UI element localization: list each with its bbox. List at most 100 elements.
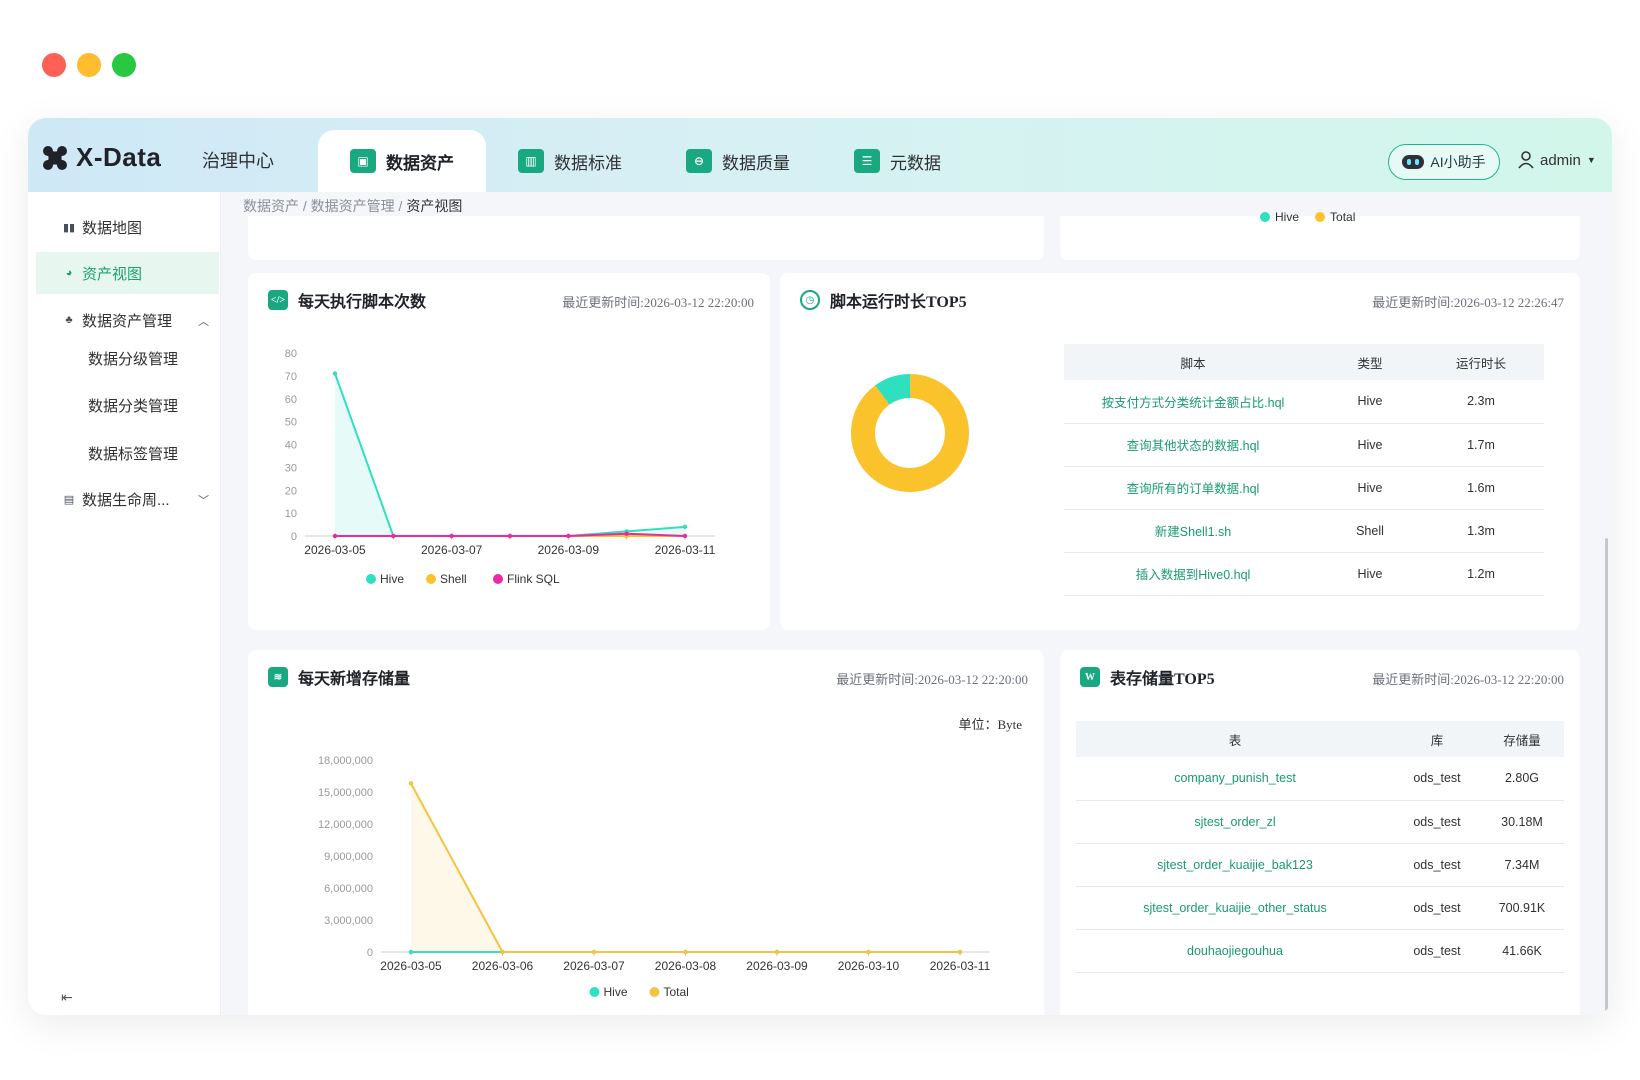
table-row: sjtest_order_kuaijie_other_status ods_tes… — [1076, 886, 1564, 930]
sidebar-item-tags[interactable]: 数据标签管理 — [88, 446, 179, 463]
legend-marker — [426, 574, 436, 584]
sidebar-item-classification[interactable]: 数据分类管理 — [88, 398, 179, 415]
card-title: ◷ 脚本运行时长TOP5 — [800, 288, 967, 312]
table-cell: ods_test — [1394, 929, 1480, 973]
table-row: douhaojiegouhua ods_test 41.66K — [1076, 929, 1564, 973]
storage-daily-chart: 0 3,000,000 6,000,000 9,000,000 12,000,000 15… — [318, 755, 991, 999]
breadcrumb-item[interactable]: 数据资产管理 — [310, 198, 395, 214]
logo[interactable]: X-Data — [40, 142, 161, 173]
card-title: W 表存储量TOP5 — [1080, 665, 1215, 689]
data-point — [500, 949, 505, 955]
table-link[interactable]: sjtest_order_zl — [1076, 800, 1394, 844]
card-update-time: 最近更新时间:2026-03-12 22:20:00 — [562, 295, 754, 310]
chevron-down-icon: ﹀ — [198, 495, 209, 507]
table-cell: 1.7m — [1418, 423, 1544, 467]
data-point — [408, 781, 414, 786]
data-point — [682, 524, 688, 530]
user-icon — [1518, 151, 1534, 169]
sidebar-item-label: 数据资产管理 — [82, 312, 173, 330]
script-link[interactable]: 按支付方式分类统计金额占比.hql — [1064, 380, 1322, 424]
governance-center-link[interactable]: 治理中心 — [202, 151, 274, 171]
code-file-icon: </> — [268, 290, 288, 310]
sidebar-item-asset-view[interactable]: ◕ 资产视图 — [36, 252, 219, 294]
collapse-sidebar-icon[interactable]: ⇤ — [61, 989, 73, 1005]
data-point — [683, 949, 688, 955]
y-tick-label: 70 — [285, 371, 297, 383]
breadcrumb-separator: / — [299, 198, 311, 214]
table-link[interactable]: douhaojiegouhua — [1076, 929, 1394, 973]
legend-item-total[interactable]: Total — [1315, 210, 1355, 224]
y-tick-label: 80 — [285, 348, 297, 360]
breadcrumb-current: 资产视图 — [406, 198, 463, 214]
tab-metadata[interactable]: ☰ 元数据 — [822, 130, 973, 192]
y-tick-label: 0 — [291, 531, 297, 543]
y-tick-label: 40 — [285, 440, 297, 452]
table-row: 查询所有的订单数据.hql Hive 1.6m — [1064, 466, 1544, 510]
y-tick-label: 15,000,000 — [318, 787, 373, 799]
sidebar-item-lifecycle[interactable]: ▤ 数据生命周... ﹀ — [36, 478, 219, 520]
maximize-window-button[interactable] — [112, 53, 136, 77]
sidebar-item-grading[interactable]: 数据分级管理 — [88, 351, 179, 368]
column-header[interactable]: 存储量 — [1480, 721, 1564, 757]
column-header[interactable]: 表 — [1076, 721, 1394, 757]
column-header[interactable]: 类型 — [1322, 344, 1418, 380]
script-runtime-top5-card: ◷ 脚本运行时长TOP5 最近更新时间:2026-03-12 22:26:47 … — [780, 273, 1580, 630]
database-icon: ≋ — [268, 667, 288, 687]
card-title: </> 每天执行脚本次数 — [268, 288, 426, 312]
close-window-button[interactable] — [42, 53, 66, 77]
table-link[interactable]: company_punish_test — [1076, 757, 1394, 801]
column-header[interactable]: 脚本 — [1064, 344, 1322, 380]
table-cell: ods_test — [1394, 800, 1480, 844]
data-point — [774, 949, 780, 955]
legend-marker — [589, 987, 600, 997]
y-tick-label: 50 — [285, 417, 297, 429]
script-link[interactable]: 查询所有的订单数据.hql — [1064, 466, 1322, 510]
legend-item-hive[interactable]: Hive — [1260, 210, 1299, 224]
user-menu[interactable]: admin ▼ — [1518, 151, 1596, 169]
column-header[interactable]: 运行时长 — [1418, 344, 1544, 380]
table-cell: ods_test — [1394, 886, 1480, 930]
script-runtime-table: 脚本 类型 运行时长 按支付方式分类统计金额占比.hql Hive 2.3m 查询其… — [1064, 344, 1544, 596]
data-point — [507, 533, 513, 539]
table-header-row: 脚本 类型 运行时长 — [1064, 344, 1544, 380]
table-row: sjtest_order_zl ods_test 30.18M — [1076, 800, 1564, 844]
sidebar-item-data-map[interactable]: ▮▮ 数据地图 — [36, 206, 219, 248]
pie-chart-icon: ◕ — [65, 267, 73, 279]
data-point — [682, 533, 688, 539]
logo-icon — [43, 145, 67, 170]
card-update-time: 最近更新时间:2026-03-12 22:26:47 — [1372, 295, 1564, 310]
script-link[interactable]: 新建Shell1.sh — [1064, 509, 1322, 553]
table-link[interactable]: sjtest_order_kuaijie_bak123 — [1076, 843, 1394, 887]
barcode-icon: ▮▮ — [62, 221, 76, 234]
script-link[interactable]: 查询其他状态的数据.hql — [1064, 423, 1322, 467]
x-tick-label: 2026-03-07 — [563, 959, 625, 973]
scripts-daily-chart: 0 10 20 30 40 50 60 70 80 2026-03-05 2026-03-07 202… — [285, 348, 716, 586]
data-point — [332, 533, 338, 539]
script-link[interactable]: 插入数据到Hive0.hql — [1064, 552, 1322, 596]
tab-data-assets[interactable]: ▣ 数据资产 — [318, 130, 486, 192]
column-header[interactable]: 库 — [1394, 721, 1480, 757]
table-link[interactable]: sjtest_order_kuaijie_other_status — [1076, 886, 1394, 930]
minimize-window-button[interactable] — [77, 53, 101, 77]
top-navigation-bar: X-Data 治理中心 ▣ 数据资产 ▥ 数据标准 ⊖ 数据质量 ☰ 元数据 A… — [28, 118, 1612, 192]
tab-data-quality[interactable]: ⊖ 数据质量 — [654, 130, 822, 192]
tab-data-standards[interactable]: ▥ 数据标准 — [486, 130, 654, 192]
card-update-time: 最近更新时间:2026-03-12 22:20:00 — [1372, 672, 1564, 687]
donut-slice-hive — [851, 374, 969, 492]
y-tick-label: 18,000,000 — [318, 755, 373, 767]
legend-label: Shell — [440, 572, 467, 586]
sidebar-item-asset-management[interactable]: ♣ 数据资产管理 ︿ — [36, 299, 219, 341]
ai-assistant-button[interactable]: AI小助手 — [1388, 144, 1500, 180]
calendar-icon: ▤ — [63, 493, 75, 506]
breadcrumb-separator: / — [394, 198, 407, 214]
table-row: 新建Shell1.sh Shell 1.3m — [1064, 509, 1544, 553]
breadcrumb-item[interactable]: 数据资产 — [243, 198, 299, 214]
breadcrumb: 数据资产 / 数据资产管理 / 资产视图 — [243, 196, 462, 216]
chevron-up-icon: ︿ — [198, 316, 209, 328]
table-cell: 1.2m — [1418, 552, 1544, 596]
card-title-text: 表存储量TOP5 — [1110, 671, 1215, 688]
legend-marker — [493, 574, 503, 584]
scripts-daily-card: </> 每天执行脚本次数 最近更新时间:2026-03-12 22:20:00 … — [248, 273, 770, 630]
y-tick-label: 6,000,000 — [324, 883, 373, 895]
page-scrollbar[interactable] — [1605, 538, 1608, 1015]
